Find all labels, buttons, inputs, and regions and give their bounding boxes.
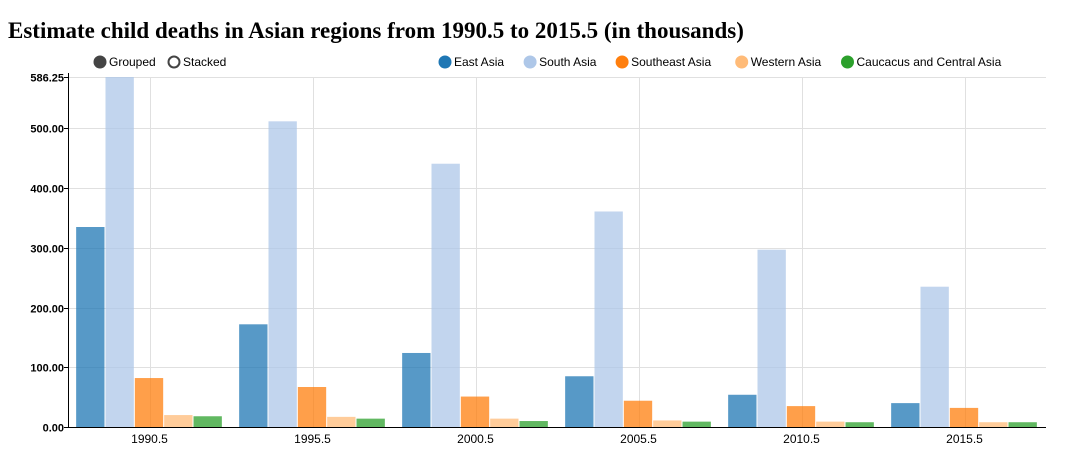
bar-caucacus-and-central-asia-2010-5[interactable] (845, 422, 874, 427)
radio-icon (167, 55, 181, 69)
bar-western-asia-1995-5[interactable] (327, 416, 356, 427)
y-tick-label: 300.00 (30, 244, 64, 256)
bar-south-asia-2005-5[interactable] (594, 211, 623, 427)
grouped-label: Grouped (109, 55, 156, 69)
grid-lines (68, 77, 1046, 428)
bar-south-asia-2015-5[interactable] (920, 286, 949, 427)
bar-western-asia-2010-5[interactable] (816, 421, 845, 427)
bar-caucacus-and-central-asia-2005-5[interactable] (682, 421, 711, 427)
legend-label: Western Asia (751, 55, 822, 69)
bar-southeast-asia-2000-5[interactable] (460, 396, 490, 427)
bar-east-asia-2000-5[interactable] (402, 352, 431, 427)
grouped-option[interactable]: Grouped (93, 55, 156, 69)
bar-south-asia-1990-5[interactable] (105, 77, 134, 427)
bar-southeast-asia-2005-5[interactable] (623, 400, 653, 427)
bar-southeast-asia-1995-5[interactable] (297, 387, 327, 427)
legend-item-southeast-asia[interactable]: Southeast Asia (615, 55, 711, 69)
legend-item-east-asia[interactable]: East Asia (438, 55, 504, 69)
bar-southeast-asia-2015-5[interactable] (949, 407, 979, 427)
legend-item-south-asia[interactable]: South Asia (523, 55, 597, 69)
legend-swatch-icon (615, 55, 629, 69)
radio-icon (93, 55, 107, 69)
legend-item-western-asia[interactable]: Western Asia (735, 55, 822, 69)
legend-swatch-icon (438, 55, 452, 69)
legend: East Asia South Asia Southeast Asia Western… (438, 55, 1002, 69)
x-tick-label: 1995.5 (294, 432, 331, 446)
bar-south-asia-2000-5[interactable] (431, 163, 460, 427)
legend-swatch-icon (523, 55, 537, 69)
stacked-option[interactable]: Stacked (167, 55, 227, 69)
stacked-label: Stacked (183, 55, 226, 69)
bar-east-asia-2015-5[interactable] (891, 403, 920, 427)
bar-east-asia-1995-5[interactable] (239, 324, 268, 427)
y-tick-label: 586.25 (30, 73, 64, 85)
bar-western-asia-2005-5[interactable] (653, 420, 682, 427)
bar-southeast-asia-2010-5[interactable] (786, 406, 816, 427)
bar-western-asia-1990-5[interactable] (164, 415, 193, 427)
y-tick-label: 200.00 (30, 304, 64, 316)
bar-caucacus-and-central-asia-2000-5[interactable] (519, 421, 548, 427)
bar-east-asia-2005-5[interactable] (565, 376, 594, 427)
y-tick-label: 0.00 (43, 423, 64, 435)
axes: 0.00 100.00 200.00 300.00 400.00 500.00 586.25… (30, 73, 1046, 446)
legend-label: South Asia (539, 55, 597, 69)
chart-title: Estimate child deaths in Asian regions f… (8, 18, 744, 43)
y-tick-label: 400.00 (30, 184, 64, 196)
legend-label: Caucacus and Central Asia (857, 55, 1002, 69)
legend-swatch-icon (841, 55, 854, 69)
bar-east-asia-1990-5[interactable] (76, 227, 105, 427)
legend-label: Southeast Asia (631, 55, 711, 69)
x-tick-label: 2005.5 (620, 432, 657, 446)
bars (76, 77, 1037, 427)
mode-controls: Grouped Stacked (93, 55, 227, 69)
y-tick-label: 100.00 (30, 363, 64, 375)
y-tick-label: 500.00 (30, 124, 64, 136)
bar-western-asia-2015-5[interactable] (979, 422, 1008, 427)
x-tick-label: 2010.5 (783, 432, 820, 446)
bar-south-asia-2010-5[interactable] (757, 249, 786, 427)
bar-caucacus-and-central-asia-1990-5[interactable] (193, 416, 222, 427)
bar-southeast-asia-1990-5[interactable] (134, 378, 164, 427)
bar-east-asia-2010-5[interactable] (728, 394, 757, 427)
legend-item-caucacus-and-central-asia[interactable]: Caucacus and Central Asia (841, 55, 1002, 69)
bar-south-asia-1995-5[interactable] (268, 121, 297, 427)
x-tick-label: 1990.5 (131, 432, 168, 446)
legend-label: East Asia (454, 55, 504, 69)
x-tick-label: 2015.5 (946, 432, 983, 446)
bar-caucacus-and-central-asia-1995-5[interactable] (356, 418, 385, 427)
bar-western-asia-2000-5[interactable] (490, 418, 519, 427)
bar-caucacus-and-central-asia-2015-5[interactable] (1008, 422, 1037, 427)
legend-swatch-icon (735, 55, 749, 69)
x-tick-label: 2000.5 (457, 432, 494, 446)
